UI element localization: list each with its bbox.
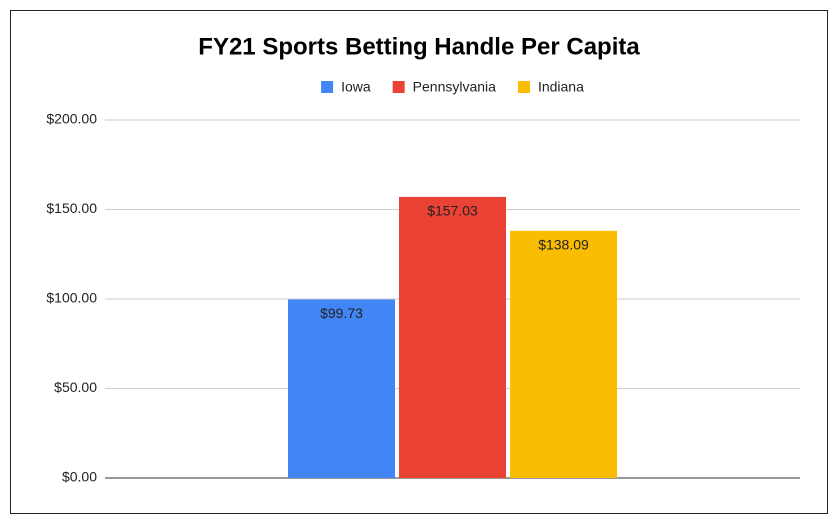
legend-swatch bbox=[392, 81, 405, 93]
bar bbox=[288, 299, 395, 478]
y-tick-label: $0.00 bbox=[62, 469, 97, 485]
legend-label: Iowa bbox=[341, 79, 371, 95]
y-tick-label: $200.00 bbox=[46, 111, 97, 127]
value-label: $99.73 bbox=[320, 305, 363, 321]
bar bbox=[510, 230, 617, 478]
value-label: $157.03 bbox=[427, 203, 478, 219]
legend-swatch bbox=[517, 81, 530, 93]
y-tick-label: $50.00 bbox=[54, 379, 97, 395]
y-tick-label: $150.00 bbox=[46, 200, 97, 216]
legend-label: Indiana bbox=[538, 79, 584, 95]
value-label: $138.09 bbox=[538, 237, 589, 253]
chart-title: FY21 Sports Betting Handle Per Capita bbox=[198, 33, 640, 60]
legend-label: Pennsylvania bbox=[413, 79, 496, 95]
bar bbox=[399, 196, 506, 478]
y-tick-label: $100.00 bbox=[46, 290, 97, 306]
legend-swatch bbox=[321, 81, 334, 93]
